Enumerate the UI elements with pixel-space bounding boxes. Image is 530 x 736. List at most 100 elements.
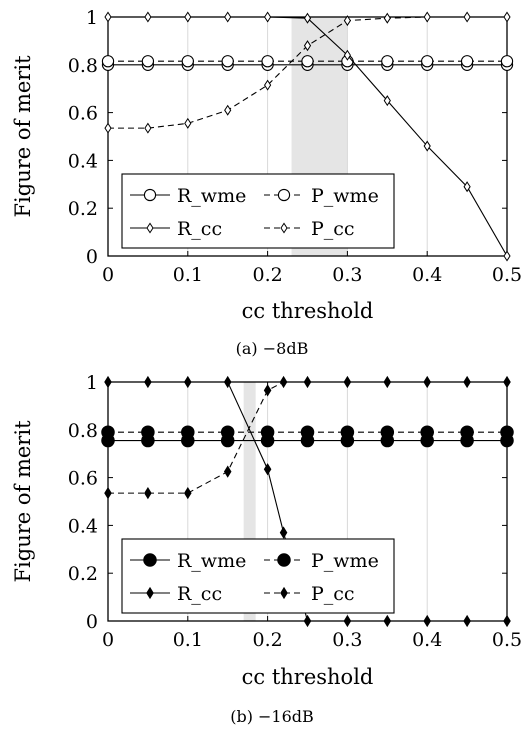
data-point: [184, 11, 192, 23]
legend-label: R_cc: [177, 583, 222, 605]
data-point: [184, 486, 192, 500]
y-tick-label: 0.2: [68, 563, 98, 585]
data-point: [301, 55, 314, 68]
data-point: [184, 375, 192, 389]
legend-label: P_wme: [311, 185, 379, 207]
x-axis-label: cc threshold: [242, 299, 374, 323]
x-tick-label: 0.1: [173, 264, 203, 286]
data-point: [463, 11, 471, 23]
legend-swatch-marker: [277, 553, 291, 567]
data-point: [144, 122, 152, 134]
data-point: [423, 140, 431, 152]
data-point: [383, 375, 392, 389]
figure-caption: (a) −8dB: [236, 339, 309, 358]
data-point: [224, 11, 232, 23]
data-point: [343, 49, 351, 61]
legend: R_wme P_wme R_cc P_cc: [121, 173, 395, 249]
data-point: [263, 463, 272, 476]
x-axis-label: cc threshold: [242, 665, 374, 689]
x-tick-label: 0.2: [252, 629, 282, 651]
x-tick-label: 0.3: [332, 264, 362, 286]
data-point: [463, 614, 471, 628]
legend-label: P_wme: [311, 550, 379, 572]
data-point: [263, 384, 272, 397]
data-point: [303, 12, 312, 24]
figure-caption: (b) −16dB: [230, 707, 314, 726]
data-point: [500, 425, 514, 439]
data-point: [220, 425, 235, 439]
legend-box: [121, 538, 395, 614]
data-point: [343, 375, 352, 389]
data-point: [279, 375, 288, 389]
y-tick-label: 0.6: [68, 468, 98, 490]
data-point: [221, 55, 234, 68]
legend-swatch-marker: [143, 553, 157, 567]
data-point: [343, 614, 352, 628]
data-point: [144, 486, 152, 500]
x-tick-label: 0.5: [492, 264, 522, 286]
data-point: [420, 425, 434, 439]
y-tick-label: 0.8: [68, 55, 98, 77]
y-tick-label: 0.4: [68, 150, 98, 172]
data-point: [104, 486, 112, 500]
data-point: [343, 15, 351, 27]
x-tick-label: 0.4: [412, 629, 442, 651]
x-tick-label: 0: [102, 629, 114, 651]
y-axis-label: Figure of merit: [11, 420, 35, 583]
data-point: [423, 11, 431, 23]
data-point: [264, 79, 272, 91]
data-point: [279, 526, 288, 539]
data-point: [503, 375, 511, 389]
data-point: [383, 614, 392, 628]
x-tick-label: 0.4: [412, 264, 442, 286]
data-point: [503, 11, 511, 23]
x-tick-label: 0.2: [252, 264, 282, 286]
legend: R_wme P_wme R_cc P_cc: [121, 538, 395, 614]
chart-panel-a: 0 0.1 0.2 0.3 0.4 0.5 0 0.2 0.4 0.6 0.8 1 R_wme P_wme…: [11, 7, 522, 358]
data-point: [423, 614, 431, 628]
x-tick-label: 0.1: [173, 629, 203, 651]
data-point: [383, 12, 391, 24]
data-point: [144, 375, 152, 389]
data-point: [460, 55, 474, 68]
series-line-p-cc: [108, 381, 507, 494]
data-point: [423, 375, 431, 389]
y-tick-label: 1: [86, 7, 98, 29]
y-tick-label: 0.8: [68, 420, 98, 442]
y-tick-label: 0.4: [68, 515, 98, 537]
data-point: [184, 117, 192, 129]
chart-panel-b: 0 0.1 0.2 0.3 0.4 0.5 0 0.2 0.4 0.6 0.8 1 R_wme P_wme…: [11, 372, 522, 726]
legend-label: R_cc: [177, 218, 222, 240]
data-point: [181, 55, 194, 68]
data-point: [303, 40, 312, 52]
legend-swatch-marker: [277, 188, 291, 202]
legend-box: [121, 173, 395, 249]
data-point: [141, 55, 155, 68]
data-point: [383, 95, 391, 107]
x-tick-label: 0.5: [492, 629, 522, 651]
data-point: [380, 425, 395, 439]
data-point: [144, 11, 152, 23]
data-point: [503, 614, 511, 628]
data-point: [303, 614, 312, 628]
data-point: [264, 11, 272, 23]
y-tick-label: 0: [86, 246, 98, 268]
data-point: [463, 181, 471, 193]
data-point: [104, 11, 112, 23]
data-point: [104, 375, 112, 389]
data-point: [261, 55, 274, 68]
legend-swatch-marker: [280, 222, 288, 234]
data-point: [503, 250, 511, 262]
data-point: [104, 122, 112, 134]
y-tick-label: 0.2: [68, 198, 98, 220]
y-tick-label: 0: [86, 611, 98, 633]
legend-swatch-marker: [143, 188, 157, 202]
legend-swatch-marker: [280, 586, 288, 600]
data-point: [223, 375, 232, 389]
data-point: [300, 425, 315, 439]
data-point: [223, 465, 232, 478]
legend-swatch-marker: [146, 222, 154, 234]
threshold-band: [243, 382, 256, 621]
data-point: [381, 55, 394, 68]
